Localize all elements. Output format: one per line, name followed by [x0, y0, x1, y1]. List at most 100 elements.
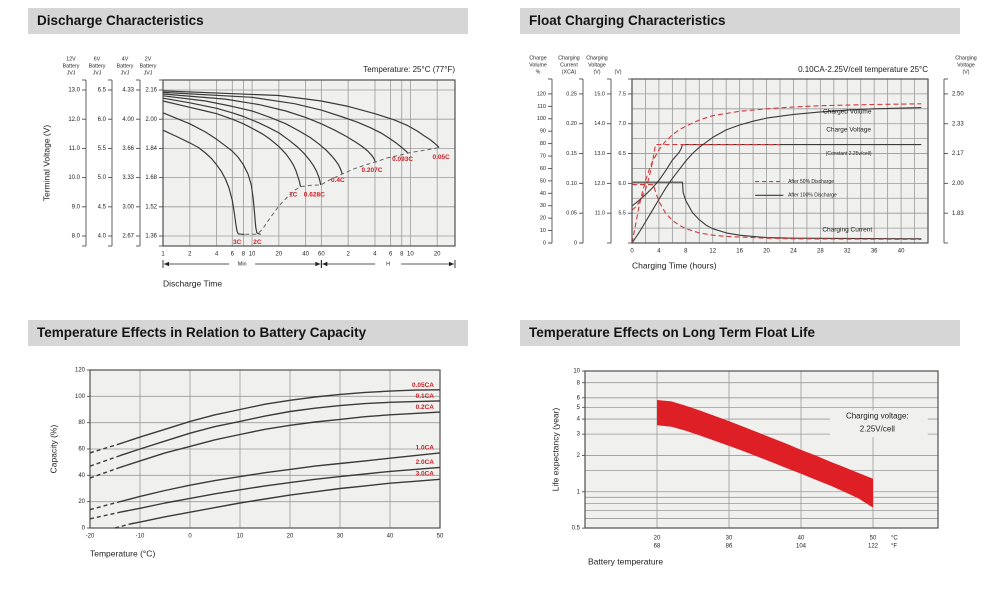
scale-header: Battery [89, 63, 106, 69]
x-axis-title: Battery temperature [588, 556, 663, 566]
scale-header: Battery [117, 63, 134, 69]
y-tick-label: 50 [540, 178, 546, 184]
y-tick-label: 40 [540, 191, 546, 197]
section-title-text: Float Charging Characteristics [529, 13, 726, 28]
capacity-curve [119, 400, 441, 457]
curve-label: 0.2CA [416, 404, 435, 411]
y-tick-label: 10.0 [68, 175, 80, 181]
section-title-float-charging: Float Charging Characteristics [520, 8, 960, 34]
y-tick-label: 2.00 [952, 181, 964, 187]
x-tick-label: 0 [188, 534, 192, 540]
capacity-curve-dashed [89, 454, 121, 467]
y-tick-label: 0.20 [566, 121, 577, 127]
y-tick-label: 3.66 [122, 146, 134, 152]
y-tick-label: 30 [540, 203, 546, 209]
curve-label: 3C [233, 239, 242, 246]
x-tick-label-c: 40 [798, 536, 805, 542]
y-axis-title: Capacity (%) [48, 425, 58, 474]
scale-header: Current [560, 62, 578, 68]
x-tick-label-f: 104 [796, 544, 807, 550]
y-tick-label: 40 [78, 473, 85, 479]
curve-label: 3.0CA [416, 471, 435, 478]
plot-label: Charging Current [822, 227, 872, 234]
section-title-text: Discharge Characteristics [37, 13, 204, 28]
condition-label: Temperature: 25°C (77°F) [363, 65, 455, 74]
y-tick-label: 0 [574, 240, 577, 246]
scale-header: 4V [122, 56, 129, 62]
y-tick-label: 0 [543, 240, 546, 246]
y-tick-label: 4.00 [122, 117, 134, 123]
scale-header: (V) [614, 69, 621, 75]
scale-header: (V) [962, 69, 969, 75]
x-tick-label: 8 [242, 252, 246, 258]
x-tick-label: 10 [407, 252, 414, 258]
y-tick-label: 100 [537, 116, 546, 122]
x-tick-label: 40 [387, 534, 394, 540]
y-tick-label: 20 [540, 216, 546, 222]
x-tick-label: 6 [231, 252, 235, 258]
y-tick-label: 120 [537, 91, 546, 97]
y-tick-label: 2.17 [952, 151, 964, 157]
capacity-curve [119, 466, 441, 513]
y-tick-label: 60 [540, 166, 546, 172]
y-tick-label: 8.0 [72, 234, 81, 240]
x-tick-label: 20 [276, 252, 283, 258]
y-tick-label: 1.52 [145, 204, 157, 210]
x-axis-title: Discharge Time [163, 278, 222, 288]
y-tick-label: 3.33 [122, 175, 134, 181]
x-tick-label: 6 [389, 252, 393, 258]
x-tick-label: 20 [434, 252, 441, 258]
legend-label: After 100% Discharge [788, 193, 837, 199]
curve-label: 1.0CA [416, 444, 435, 451]
y-tick-label: 10 [540, 228, 546, 234]
y-tick-label: 6 [577, 395, 581, 401]
arrow-right [448, 261, 454, 267]
y-tick-label: 80 [540, 141, 546, 147]
discharge-curve [162, 97, 322, 186]
curve-label: 1C [289, 192, 298, 199]
scale-header: JVJ [121, 70, 130, 76]
y-tick-label: 90 [540, 129, 546, 135]
x-tick-label: 20 [763, 249, 770, 255]
plot-label: Charge Voltage [826, 126, 871, 133]
y-tick-label: 2.16 [145, 88, 157, 94]
y-tick-label: 5.5 [98, 146, 107, 152]
curve-label: 0.207C [361, 167, 382, 174]
x-tick-label: 40 [898, 249, 905, 255]
y-tick-label: 11.0 [69, 146, 81, 152]
y-tick-label: 0.25 [566, 91, 577, 97]
plot-label: Charged Volume [823, 109, 872, 116]
scale-header: Charge [529, 55, 546, 61]
scale-header: JVJ [144, 70, 153, 76]
x-tick-label: 40 [302, 252, 309, 258]
x-tick-label: 10 [237, 534, 244, 540]
y-tick-label: 5.5 [618, 211, 626, 217]
y-tick-label: 110 [537, 104, 546, 110]
y-tick-label: 1.68 [145, 175, 157, 181]
y-tick-label: 6.0 [618, 181, 626, 187]
curve-label: 0.093C [392, 156, 413, 163]
x-unit-label: °C [891, 536, 898, 542]
y-tick-label: 120 [75, 368, 86, 374]
y-tick-label: 7.0 [618, 121, 626, 127]
discharge-curve [162, 95, 343, 175]
x-tick-label: 0 [630, 249, 634, 255]
x-tick-label-f: 122 [868, 544, 879, 550]
y-tick-label: 7.5 [618, 91, 626, 97]
x-tick-label: -10 [136, 534, 145, 540]
y-tick-label: 100 [75, 394, 86, 400]
discharge-curve [162, 100, 302, 187]
y-tick-label: 3 [577, 432, 581, 438]
y-tick-label: 13.0 [594, 151, 605, 157]
y-tick-label: 4.33 [122, 88, 134, 94]
scale-header: % [536, 69, 541, 75]
y-tick-label: 8 [577, 380, 581, 386]
curve-label: 2.0CA [416, 459, 435, 466]
capacity-curve [129, 478, 441, 525]
y-tick-label: 60 [78, 447, 85, 453]
x-tick-label: 10 [249, 252, 256, 258]
y-tick-label: 15.0 [594, 91, 605, 97]
y-tick-label: 1.36 [145, 234, 157, 240]
y-tick-label: 2 [577, 453, 581, 459]
